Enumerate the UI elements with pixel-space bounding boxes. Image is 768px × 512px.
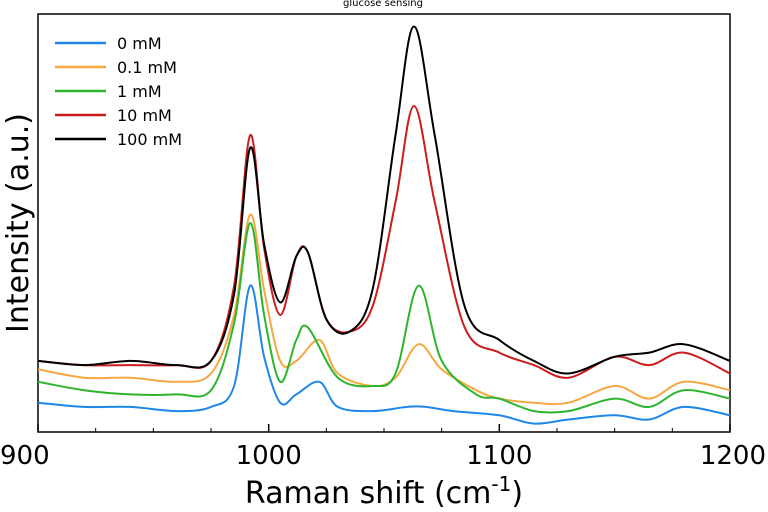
y-axis-label: Intensity (a.u.) bbox=[1, 113, 36, 333]
legend-label-3: 10 mM bbox=[117, 106, 172, 125]
x-axis-label-close: ) bbox=[511, 476, 523, 511]
x-tick-label-3: 1200 bbox=[700, 441, 766, 471]
x-axis-label-main: Raman shift (cm bbox=[245, 476, 491, 511]
x-axis-label-superscript: -1 bbox=[491, 472, 511, 496]
x-tick-label-0: 900 bbox=[0, 441, 50, 471]
legend-label-4: 100 mM bbox=[117, 130, 182, 149]
chart-title: glucose sensing bbox=[343, 0, 423, 9]
legend-label-1: 0.1 mM bbox=[117, 58, 177, 77]
series-line-1 bbox=[37, 213, 731, 406]
x-tick-label-2: 1100 bbox=[466, 441, 532, 471]
series-line-0 bbox=[37, 284, 731, 425]
series-line-2 bbox=[37, 221, 731, 414]
legend-label-2: 1 mM bbox=[117, 82, 162, 101]
series-layer bbox=[37, 25, 731, 425]
x-axis-label: Raman shift (cm-1) bbox=[245, 472, 523, 511]
legend-label-0: 0 mM bbox=[117, 34, 162, 53]
legend: 0 mM 0.1 mM 1 mM 10 mM 100 mM bbox=[55, 34, 182, 149]
x-axis: 900 1000 1100 1200 bbox=[0, 424, 766, 471]
x-tick-label-1: 1000 bbox=[236, 441, 302, 471]
series-line-4 bbox=[37, 25, 731, 375]
